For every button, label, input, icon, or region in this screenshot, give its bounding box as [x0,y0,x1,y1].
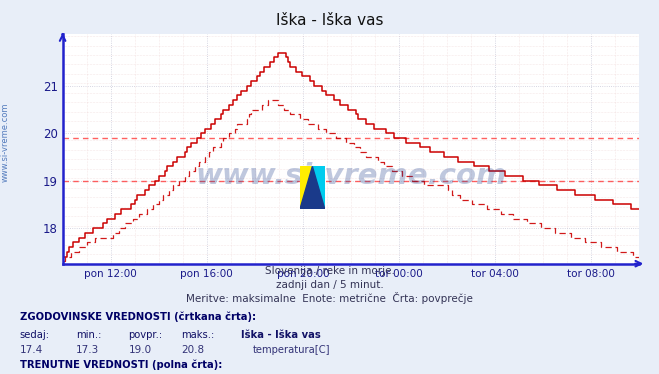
Text: 17.4: 17.4 [20,345,43,355]
Text: www.si-vreme.com: www.si-vreme.com [1,102,10,182]
Text: temperatura[C]: temperatura[C] [252,345,330,355]
Text: sedaj:: sedaj: [20,330,50,340]
Text: 19.0: 19.0 [129,345,152,355]
Text: povpr.:: povpr.: [129,330,163,340]
Text: ZGODOVINSKE VREDNOSTI (črtkana črta):: ZGODOVINSKE VREDNOSTI (črtkana črta): [20,311,256,322]
Text: maks.:: maks.: [181,330,214,340]
Polygon shape [300,166,325,209]
Text: 17.3: 17.3 [76,345,99,355]
Text: TRENUTNE VREDNOSTI (polna črta):: TRENUTNE VREDNOSTI (polna črta): [20,360,222,370]
Text: zadnji dan / 5 minut.: zadnji dan / 5 minut. [275,280,384,290]
Text: min.:: min.: [76,330,101,340]
Bar [300,166,312,209]
Bar [312,166,325,209]
Text: Slovenija / reke in morje.: Slovenija / reke in morje. [264,266,395,276]
Text: Iška - Iška vas: Iška - Iška vas [241,330,320,340]
Text: www.si-vreme.com: www.si-vreme.com [195,162,507,190]
Text: Iška - Iška vas: Iška - Iška vas [275,13,384,28]
Text: Meritve: maksimalne  Enote: metrične  Črta: povprečje: Meritve: maksimalne Enote: metrične Črta… [186,292,473,304]
Text: 20.8: 20.8 [181,345,204,355]
